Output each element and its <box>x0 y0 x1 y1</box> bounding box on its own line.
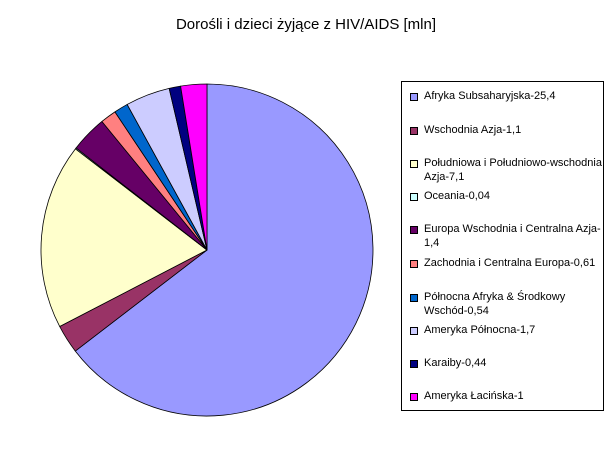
legend-swatch <box>410 226 418 234</box>
legend-label: Ameryka Północna-1,7 <box>424 324 536 336</box>
legend-swatch <box>410 193 418 201</box>
chart-title: Dorośli i dzieci żyjące z HIV/AIDS [mln] <box>175 16 437 33</box>
legend-label: Południowa i Południowo-wschodnia Azja-7… <box>424 157 602 183</box>
legend-label: Afryka Subsaharyjska-25,4 <box>424 90 556 102</box>
legend-swatch <box>410 360 418 368</box>
legend-label: Ameryka Łacińska-1 <box>424 390 524 402</box>
legend-label: Oceania-0,04 <box>424 190 491 202</box>
legend-swatch <box>410 260 418 268</box>
legend-swatch <box>410 93 418 101</box>
pie-slice-10 <box>180 83 208 251</box>
legend-label: Zachodnia i Centralna Europa-0,61 <box>424 257 596 269</box>
legend-label: Północna Afryka & Środkowy Wschód-0,54 <box>424 291 566 317</box>
legend-swatch <box>410 393 418 401</box>
legend-swatch <box>410 127 418 135</box>
pie-slice-1 <box>74 83 374 417</box>
legend-swatch <box>410 327 418 335</box>
chart-legend: Afryka Subsaharyjska-25,4 Wschodnia Azja-… <box>401 81 604 411</box>
legend-label: Wschodnia Azja-1,1 <box>424 124 522 136</box>
pie-slice-3 <box>40 148 208 327</box>
legend-label: Europa Wschodnia i Centralna Azja-1,4 <box>424 223 601 249</box>
legend-label: Karaiby-0,44 <box>424 357 487 369</box>
legend-swatch <box>410 160 418 168</box>
legend-swatch <box>410 294 418 302</box>
